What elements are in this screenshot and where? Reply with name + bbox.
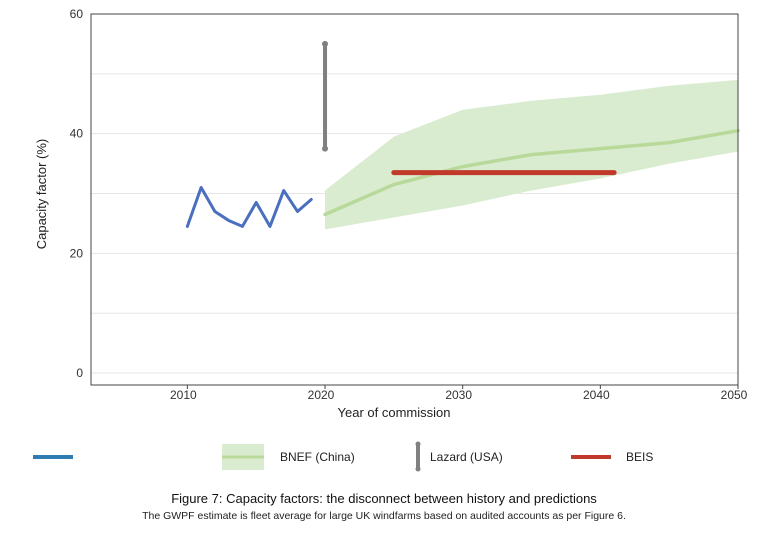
legend-beis-label: BEIS [626, 450, 653, 464]
history-series-line [185, 186, 313, 228]
y-tick-label: 20 [70, 246, 84, 260]
legend-bnef-label: BNEF (China) [280, 450, 355, 464]
y-axis-title: Capacity factor (%) [34, 139, 49, 250]
x-tick-label: 2020 [308, 388, 335, 402]
x-tick-label: 2030 [445, 388, 472, 402]
legend: BNEF (China) Lazard (USA) BEIS [33, 441, 653, 472]
legend-lazard-cap [415, 441, 421, 447]
plot-frame [90, 13, 739, 386]
x-axis-title: Year of commission [338, 405, 451, 420]
figure-caption-title: Figure 7: Capacity factors: the disconne… [171, 491, 597, 506]
y-tick-label: 0 [76, 366, 83, 380]
y-tick-label: 40 [70, 127, 84, 141]
x-tick-label: 2050 [721, 388, 748, 402]
bnef-series-line [323, 128, 740, 217]
x-tick-label: 2040 [583, 388, 610, 402]
lazard-range-cap [322, 40, 329, 47]
y-tick-label: 60 [70, 7, 84, 21]
legend-lazard-cap [415, 466, 421, 472]
lazard-range-cap [322, 145, 329, 152]
legend-lazard-label: Lazard (USA) [430, 450, 503, 464]
series-layer [185, 40, 740, 228]
figure-caption-subtitle: The GWPF estimate is fleet average for l… [142, 510, 626, 522]
x-tick-label: 2010 [170, 388, 197, 402]
